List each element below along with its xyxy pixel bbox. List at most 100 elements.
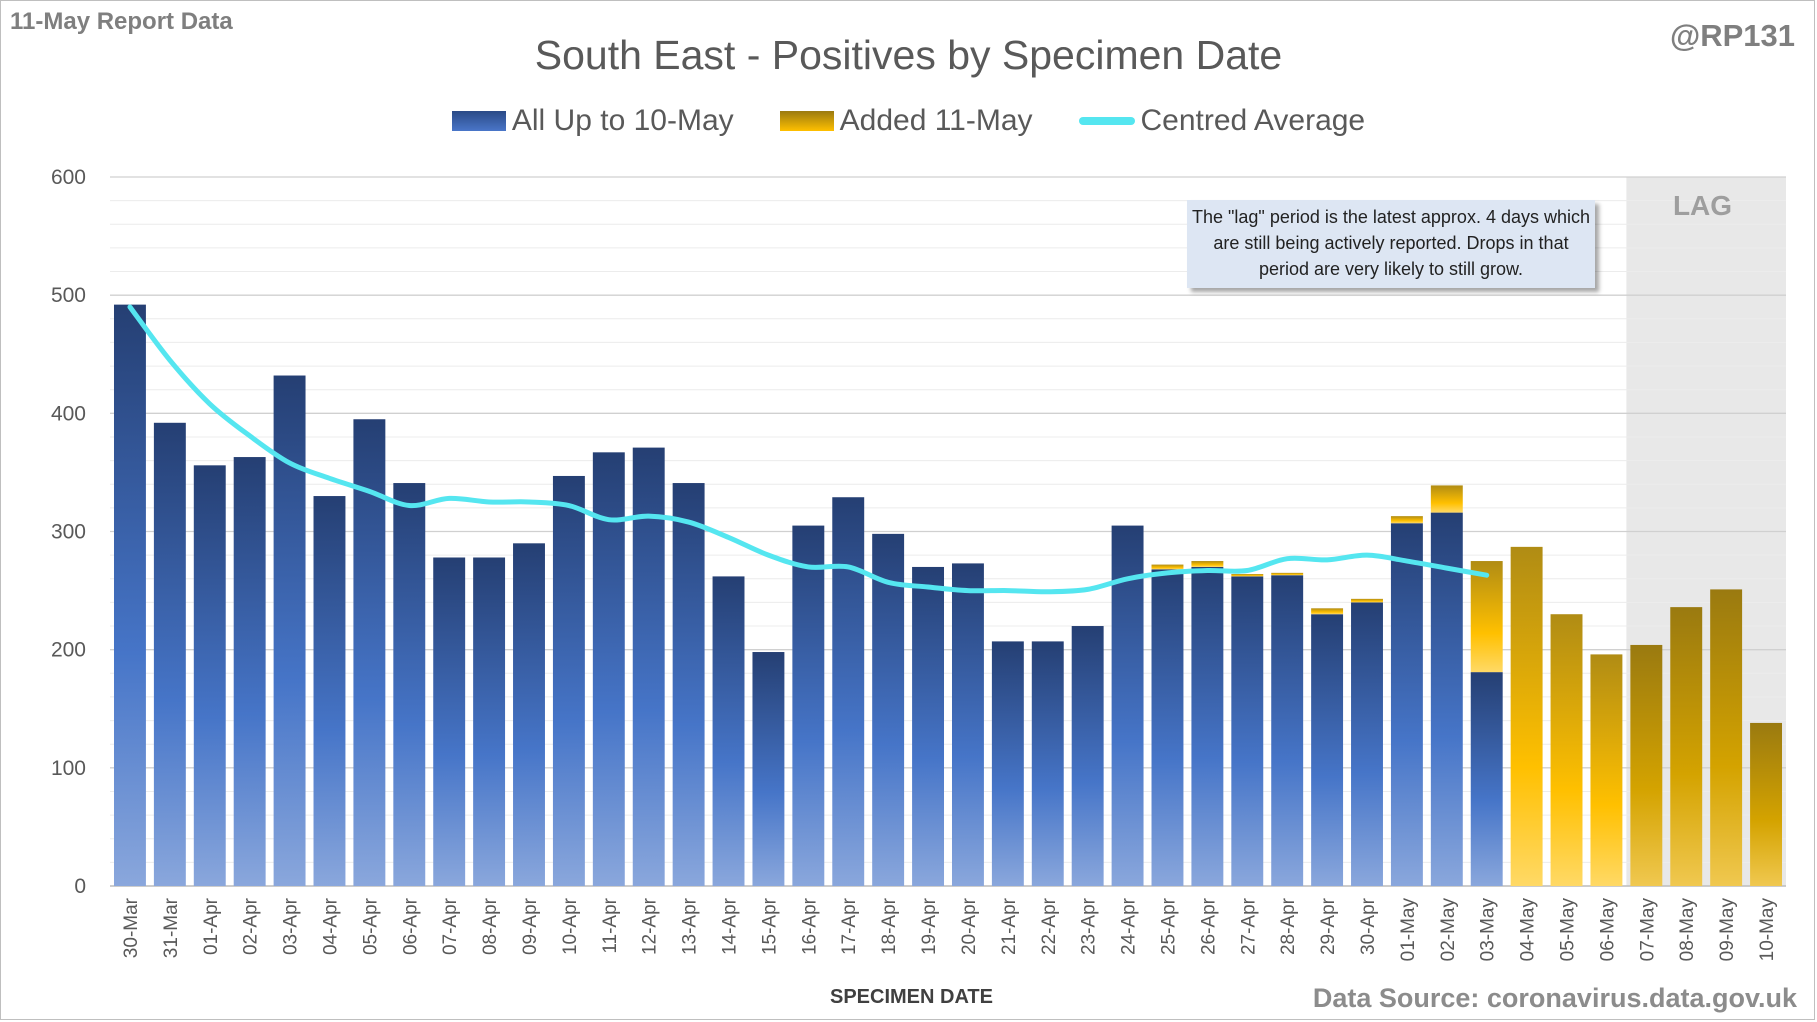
y-tick-label: 600: [51, 166, 86, 189]
legend-label-centred-average: Centred Average: [1140, 104, 1366, 137]
x-tick-label: 03-May: [1478, 898, 1499, 962]
x-tick-label: 17-Apr: [839, 897, 860, 955]
bar-all-up-to-03-May: [1470, 672, 1503, 886]
bar-all-up-to-30-Apr: [1351, 602, 1383, 886]
legend-label-all-up-to: All Up to 10-May: [511, 104, 734, 137]
x-tick-label: 20-Apr: [959, 897, 980, 955]
bar-all-up-to-29-Apr: [1311, 614, 1344, 886]
x-tick-label: 28-Apr: [1278, 897, 1299, 955]
legend-swatch-gold: [779, 111, 834, 131]
bar-added-26-Apr: [1191, 561, 1224, 567]
bar-all-up-to-24-Apr: [1111, 525, 1144, 886]
x-tick-label: 30-Apr: [1358, 897, 1379, 955]
x-tick-label: 30-Mar: [121, 897, 142, 958]
x-tick-label: 21-Apr: [999, 897, 1020, 955]
x-tick-label: 12-Apr: [640, 897, 661, 955]
legend-swatch-line: [1078, 117, 1135, 125]
data-source-label: Data Source: coronavirus.data.gov.uk: [1312, 983, 1797, 1013]
bar-all-up-to-13-Apr: [672, 483, 705, 886]
chart-title: South East - Positives by Specimen Date: [534, 32, 1283, 78]
x-tick-label: 08-May: [1677, 898, 1698, 962]
bar-added-10-May: [1750, 722, 1783, 886]
x-tick-label: 23-Apr: [1079, 897, 1100, 955]
x-tick-label: 01-May: [1398, 898, 1419, 962]
legend-item-centred-average: Centred Average: [1078, 104, 1366, 138]
bar-all-up-to-22-Apr: [1031, 641, 1064, 886]
x-tick-label: 01-Apr: [201, 897, 222, 955]
legend-swatch-blue: [451, 111, 506, 131]
x-tick-label: 08-Apr: [480, 897, 501, 955]
bar-all-up-to-20-Apr: [951, 563, 984, 886]
x-tick-label: 03-Apr: [281, 897, 302, 955]
x-tick-label: 10-Apr: [560, 897, 581, 955]
bar-all-up-to-30-Mar: [113, 304, 146, 886]
x-tick-label: 13-Apr: [680, 897, 701, 955]
x-axis-title: SPECIMEN DATE: [830, 986, 993, 1008]
legend-item-all-up-to: All Up to 10-May: [451, 104, 734, 138]
bar-added-08-May: [1670, 607, 1703, 886]
x-tick-label: 25-Apr: [1158, 897, 1179, 955]
x-tick-label: 24-Apr: [1119, 897, 1140, 955]
bar-added-09-May: [1710, 589, 1743, 886]
x-tick-label: 18-Apr: [879, 897, 900, 955]
y-tick-label: 300: [51, 521, 86, 544]
bar-added-29-Apr: [1311, 608, 1344, 615]
bar-all-up-to-07-Apr: [433, 557, 466, 886]
bar-all-up-to-17-Apr: [832, 497, 865, 886]
x-tick-label: 05-Apr: [360, 897, 381, 955]
bar-added-27-Apr: [1231, 574, 1264, 577]
report-date-label: 11-May Report Data: [10, 8, 233, 35]
bar-all-up-to-02-Apr: [233, 457, 266, 886]
x-tick-label: 05-May: [1558, 898, 1579, 962]
bar-all-up-to-14-Apr: [712, 576, 745, 886]
bar-added-04-May: [1510, 546, 1543, 886]
x-tick-label: 06-Apr: [400, 897, 421, 955]
x-tick-label: 07-May: [1637, 898, 1658, 962]
bar-all-up-to-16-Apr: [792, 525, 825, 886]
x-tick-label: 19-Apr: [919, 897, 940, 955]
x-tick-label: 07-Apr: [440, 897, 461, 955]
bar-added-30-Apr: [1351, 598, 1383, 603]
x-tick-label: 06-May: [1597, 898, 1618, 962]
bar-all-up-to-03-Apr: [273, 375, 306, 886]
x-tick-label: 29-Apr: [1318, 897, 1339, 955]
y-tick-label: 400: [51, 402, 86, 425]
x-tick-label: 14-Apr: [720, 897, 741, 955]
bar-all-up-to-19-Apr: [912, 566, 945, 886]
x-tick-label: 16-Apr: [799, 897, 820, 955]
y-tick-label: 200: [51, 639, 86, 662]
author-handle: @RP131: [1669, 18, 1795, 53]
bar-all-up-to-15-Apr: [752, 652, 785, 886]
lag-explanation-note: The "lag" period is the latest approx. 4…: [1187, 200, 1595, 288]
bar-all-up-to-23-Apr: [1071, 626, 1104, 886]
bar-all-up-to-28-Apr: [1271, 575, 1304, 886]
y-tick-label: 0: [74, 875, 86, 898]
x-tick-label: 31-Mar: [161, 897, 182, 958]
bar-all-up-to-01-Apr: [193, 465, 226, 886]
x-tick-label: 22-Apr: [1039, 897, 1060, 955]
x-tick-label: 04-May: [1518, 898, 1539, 962]
legend-item-added: Added 11-May: [779, 104, 1033, 138]
x-tick-label: 11-Apr: [600, 897, 621, 953]
centred-average-line: [127, 304, 1490, 595]
bar-all-up-to-25-Apr: [1151, 569, 1184, 886]
bar-all-up-to-18-Apr: [872, 533, 905, 886]
bar-added-01-May: [1390, 516, 1423, 524]
bar-all-up-to-11-Apr: [592, 452, 625, 886]
bar-all-up-to-09-Apr: [513, 543, 545, 886]
bar-added-25-Apr: [1151, 564, 1184, 570]
bar-all-up-to-10-Apr: [552, 475, 585, 886]
x-tick-label: 09-May: [1717, 898, 1738, 962]
chart-legend: All Up to 10-May Added 11-May Centred Av…: [0, 104, 1817, 138]
bar-all-up-to-27-Apr: [1231, 576, 1264, 886]
bar-added-28-Apr: [1271, 572, 1304, 576]
bar-all-up-to-31-Mar: [153, 422, 186, 886]
x-tick-label: 15-Apr: [759, 897, 780, 955]
x-tick-label: 09-Apr: [520, 897, 541, 955]
bar-all-up-to-06-Apr: [393, 483, 426, 886]
bar-added-06-May: [1590, 654, 1623, 886]
y-tick-label: 500: [51, 284, 86, 307]
bar-all-up-to-04-Apr: [313, 496, 346, 886]
bar-all-up-to-08-Apr: [473, 557, 506, 886]
